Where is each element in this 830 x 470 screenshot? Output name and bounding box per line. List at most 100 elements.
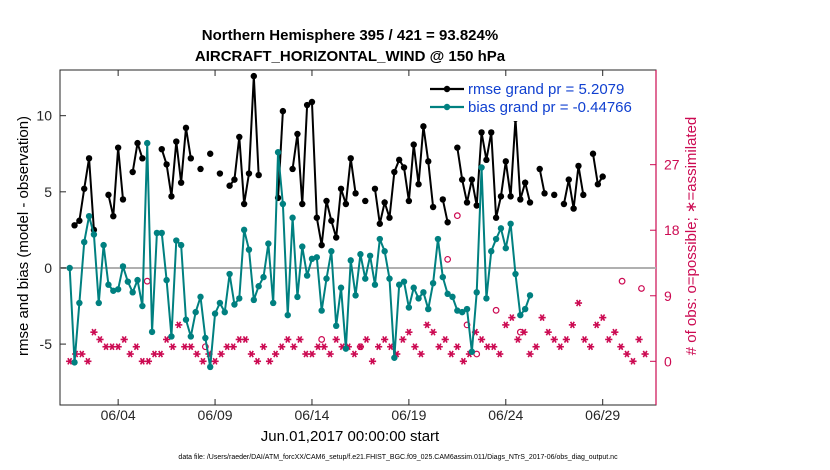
asterisk-stroke	[430, 328, 436, 336]
rmse-point	[182, 124, 190, 132]
count-assimilated-point	[108, 343, 116, 351]
asterisk-stroke	[436, 343, 442, 351]
bias-point	[153, 229, 161, 237]
count-assimilated-point	[314, 343, 322, 351]
legend: rmse grand pr = 5.2079 bias grand pr = -…	[425, 77, 655, 121]
asterisk-stroke	[279, 343, 285, 351]
count-assimilated-point	[132, 343, 140, 351]
count-possible-point	[143, 277, 151, 285]
count-assimilated-point	[265, 357, 274, 365]
rmse-point	[420, 123, 427, 130]
rmse-point	[187, 155, 195, 162]
rmse-point	[177, 179, 185, 186]
legend-bias-marker	[443, 103, 451, 111]
bias-point	[483, 295, 490, 302]
bias-point	[347, 257, 354, 264]
bias-point	[371, 281, 379, 288]
bias-point	[366, 252, 374, 259]
asterisk-stroke	[509, 314, 515, 322]
asterisk-stroke	[315, 343, 321, 351]
bias-point	[129, 289, 136, 296]
count-assimilated-point	[126, 350, 134, 358]
count-assimilated-point	[138, 357, 146, 365]
y-tick-label-right: 9	[664, 288, 672, 304]
asterisk-stroke	[121, 335, 127, 343]
count-assimilated-point	[320, 343, 328, 351]
asterisk-stroke	[230, 343, 236, 351]
rmse-point	[415, 181, 422, 188]
bias-point	[313, 254, 321, 261]
rmse-point	[599, 173, 606, 180]
rmse-point	[483, 156, 490, 164]
rmse-point	[226, 182, 233, 189]
rmse-point	[299, 200, 306, 208]
asterisk-stroke	[182, 343, 188, 351]
count-assimilated-point	[290, 343, 298, 351]
rmse-point	[570, 205, 577, 212]
asterisk-stroke	[151, 350, 157, 358]
y-axis-label-left: rmse and bias (model - observation)	[15, 116, 32, 356]
rmse-point	[395, 156, 403, 164]
bias-point	[362, 275, 369, 282]
asterisk-stroke	[285, 335, 291, 343]
count-assimilated-point	[278, 343, 286, 351]
bias-point	[279, 200, 287, 208]
rmse-point	[255, 171, 262, 179]
rmse-point	[405, 197, 413, 205]
count-assimilated-point	[144, 357, 153, 365]
x-tick-label: 06/29	[585, 407, 620, 423]
count-assimilated-point	[629, 357, 637, 365]
asterisk-stroke	[406, 328, 412, 336]
asterisk-stroke	[200, 357, 206, 365]
rmse-point	[168, 193, 175, 200]
count-assimilated-point	[193, 350, 201, 358]
bias-point	[110, 287, 117, 294]
bias-point	[458, 308, 466, 316]
count-assimilated-point	[350, 350, 358, 358]
asterisk-stroke	[254, 357, 260, 365]
rmse-point	[468, 176, 476, 183]
bias-point	[497, 225, 505, 232]
asterisk-stroke	[248, 350, 254, 358]
rmse-point	[216, 170, 224, 177]
rmse-series-line	[277, 111, 284, 198]
count-possible-point	[492, 306, 500, 314]
rmse-point	[352, 190, 359, 197]
count-assimilated-point	[574, 299, 583, 307]
bias-point	[473, 289, 480, 296]
asterisk-stroke	[575, 299, 581, 307]
asterisk-stroke	[363, 335, 369, 343]
rmse-point	[502, 158, 509, 165]
count-assimilated-point	[308, 350, 316, 358]
x-tick-label: 06/24	[488, 407, 523, 423]
bias-point	[187, 333, 195, 340]
bias-point	[182, 316, 190, 323]
asterisk-stroke	[569, 321, 575, 329]
bias-point	[100, 241, 107, 249]
count-assimilated-point	[514, 335, 522, 343]
asterisk-stroke	[582, 335, 588, 343]
asterisk-stroke	[127, 350, 133, 358]
rmse-point	[85, 155, 93, 162]
count-assimilated-point	[302, 350, 310, 358]
bias-point	[444, 290, 451, 298]
x-tick-label: 06/09	[198, 407, 233, 423]
legend-bias-label: bias grand pr = -0.44766	[468, 99, 632, 116]
count-assimilated-point	[96, 335, 104, 343]
asterisk-stroke	[479, 335, 485, 343]
legend-rmse-label: rmse grand pr = 5.2079	[468, 81, 624, 98]
bias-point	[337, 284, 345, 291]
rmse-series-line	[538, 168, 546, 194]
bias-point	[265, 240, 272, 247]
count-assimilated-point	[599, 314, 607, 322]
bias-point	[405, 304, 413, 311]
count-assimilated-point	[78, 350, 86, 358]
count-assimilated-point	[532, 343, 540, 351]
count-assimilated-point	[326, 350, 334, 358]
rmse-point	[294, 130, 301, 138]
count-assimilated-point	[441, 335, 449, 343]
asterisk-stroke	[218, 350, 224, 358]
count-assimilated-point	[169, 343, 177, 351]
bias-point	[386, 275, 393, 282]
bias-point	[284, 311, 291, 319]
